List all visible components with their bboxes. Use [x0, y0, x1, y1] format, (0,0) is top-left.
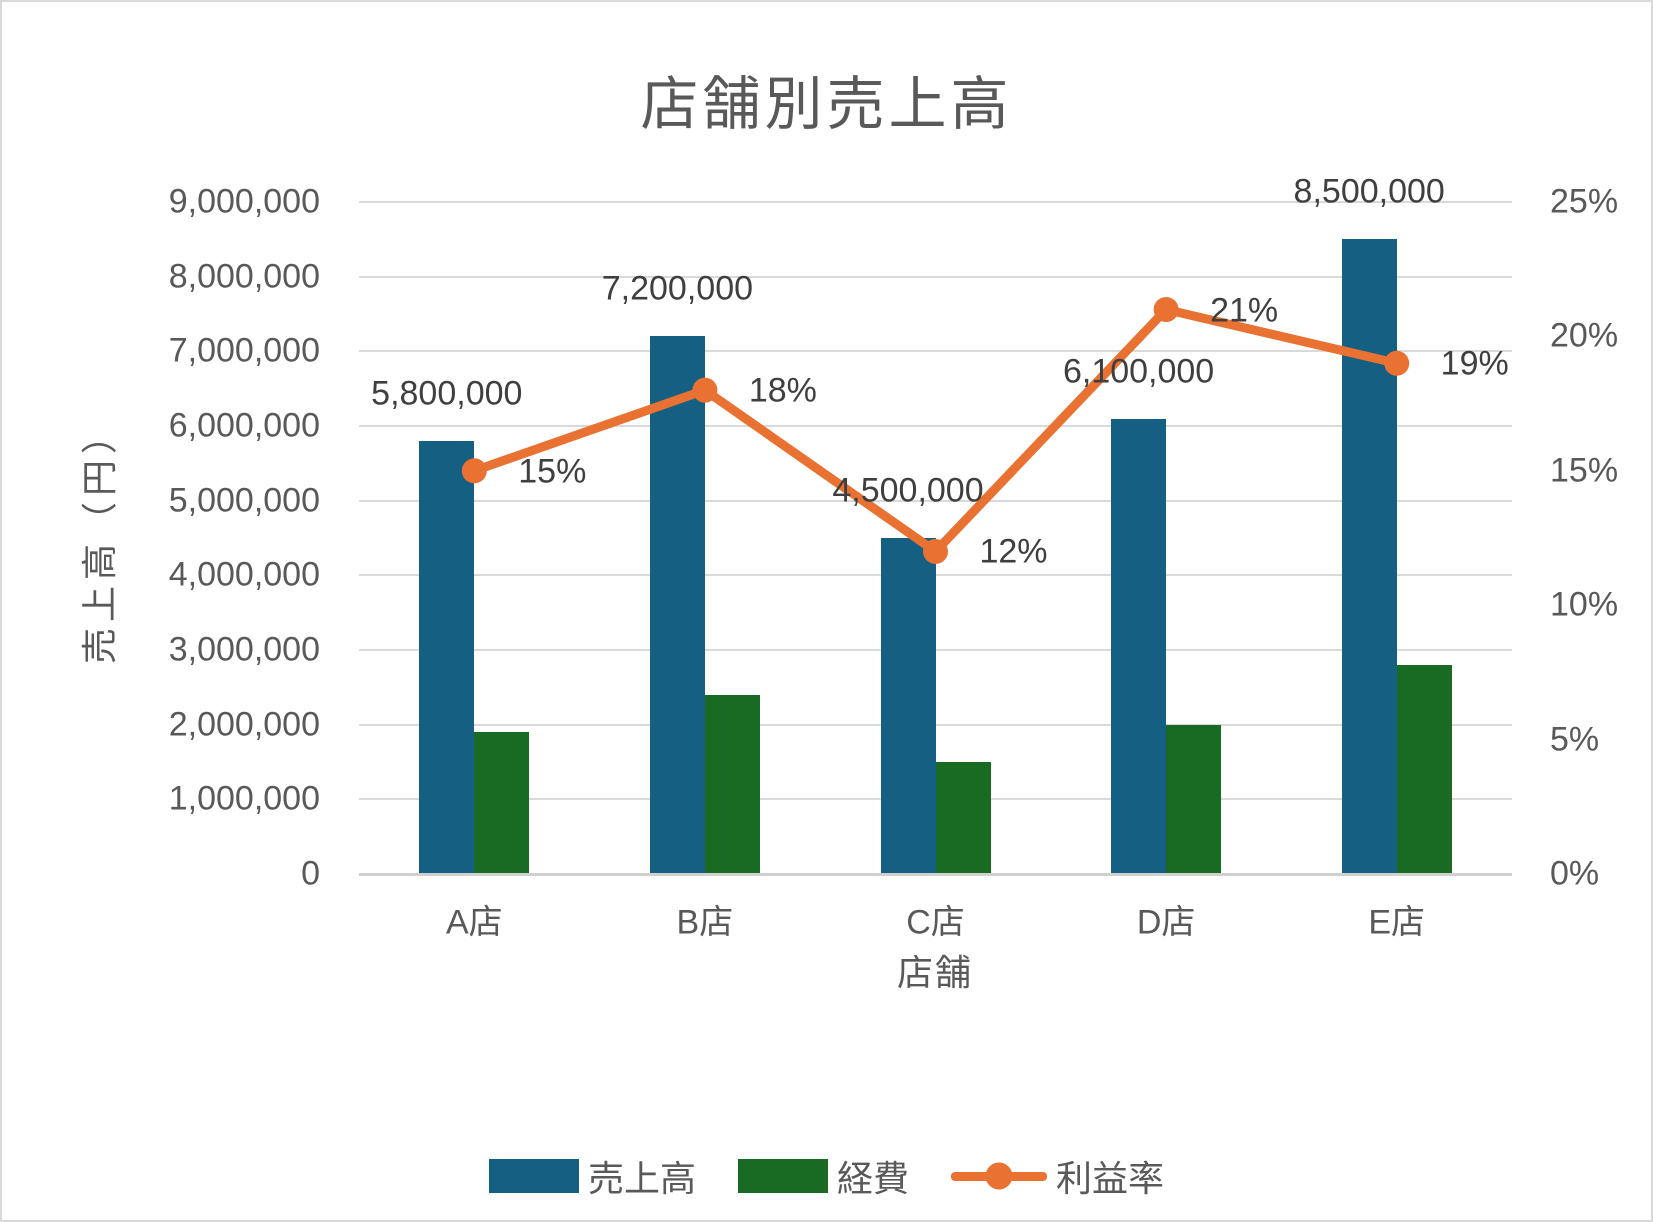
sales-bar	[649, 336, 705, 873]
profit-rate-line	[469, 305, 1402, 556]
sales-bar	[880, 538, 936, 873]
legend-label: 経費	[836, 1158, 909, 1199]
expense-legend-swatch	[737, 1159, 828, 1193]
sales-data-label: 6,100,000	[1062, 352, 1215, 391]
sales-bar	[1111, 418, 1167, 873]
gridline	[359, 425, 1512, 427]
sales-bar	[1341, 239, 1397, 873]
left-axis-tick: 6,000,000	[168, 406, 320, 445]
left-axis-tick: 9,000,000	[168, 182, 320, 221]
left-axis-tick: 5,000,000	[168, 481, 320, 520]
legend-item: 利益率	[951, 1150, 1164, 1202]
x-axis-line	[359, 873, 1512, 876]
category-label: B店	[676, 903, 734, 942]
profit-rate-marker	[923, 538, 948, 564]
left-axis-tick: 7,000,000	[168, 331, 320, 370]
profit-rate-marker	[1153, 297, 1179, 323]
right-axis-tick: 20%	[1550, 316, 1619, 355]
right-axis-tick: 15%	[1550, 451, 1619, 490]
expense-bar	[474, 732, 530, 873]
category-label: D店	[1136, 903, 1196, 942]
category-label: C店	[906, 903, 965, 942]
gridline	[359, 499, 1512, 502]
expense-bar	[704, 694, 760, 873]
gridline	[359, 201, 1512, 203]
left-axis-tick: 0	[301, 854, 320, 893]
expense-bar	[1166, 724, 1222, 873]
category-label: A店	[445, 903, 503, 942]
legend-item: 売上高	[488, 1150, 696, 1202]
expense-bar	[935, 762, 991, 873]
sales-data-label: 8,500,000	[1293, 172, 1445, 211]
profit-rate-marker	[1384, 350, 1410, 376]
chart-title: 店舗別売上高	[640, 72, 1013, 137]
gridline	[359, 275, 1512, 278]
right-axis-tick: 5%	[1550, 720, 1600, 759]
left-axis-tick: 1,000,000	[168, 779, 320, 818]
right-axis-tick: 10%	[1550, 585, 1619, 624]
profit-rate-data-label: 12%	[979, 532, 1048, 571]
profit-rate-marker	[692, 377, 718, 403]
sales-bar	[419, 440, 475, 873]
profit-rate-marker	[461, 458, 487, 484]
category-label: E店	[1368, 903, 1426, 942]
gridline	[359, 649, 1512, 651]
profit-rate-data-label: 15%	[518, 452, 587, 491]
x-axis-title: 店舗	[896, 952, 974, 993]
sales-data-label: 5,800,000	[371, 374, 523, 413]
legend-label: 売上高	[587, 1158, 696, 1199]
left-axis-tick: 2,000,000	[168, 705, 320, 744]
sales-legend-swatch	[488, 1159, 579, 1193]
gridline	[359, 574, 1512, 577]
right-axis-tick: 0%	[1550, 854, 1600, 893]
legend: 売上高 経費 利益率	[2, 1150, 1651, 1202]
left-axis-tick: 3,000,000	[168, 630, 320, 669]
profit-rate-data-label: 21%	[1210, 291, 1279, 330]
legend-label: 利益率	[1056, 1158, 1165, 1199]
profit-rate-data-label: 19%	[1440, 344, 1509, 383]
gridline	[359, 723, 1512, 726]
profit-rate-legend-dot	[985, 1162, 1013, 1190]
gridline	[359, 350, 1512, 353]
profit-rate-data-label: 18%	[748, 371, 817, 410]
right-axis-tick: 25%	[1550, 182, 1619, 221]
left-axis-tick: 4,000,000	[168, 555, 320, 594]
sales-data-label: 7,200,000	[601, 269, 754, 308]
profit-rate-legend-marker	[951, 1162, 1047, 1190]
sales-data-label: 4,500,000	[832, 471, 984, 510]
expense-bar	[1396, 664, 1452, 873]
legend-item: 経費	[737, 1150, 909, 1202]
left-axis-tick: 8,000,000	[168, 257, 320, 296]
